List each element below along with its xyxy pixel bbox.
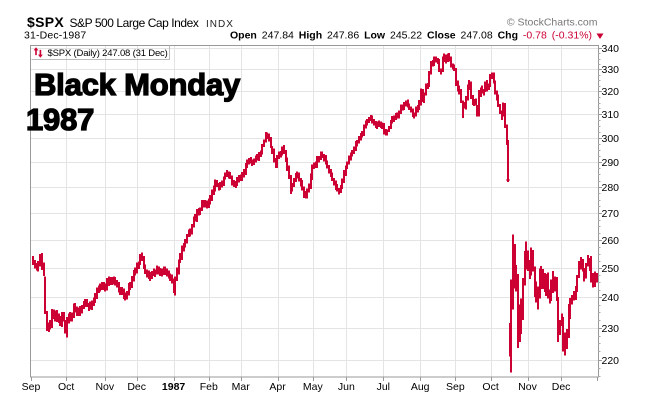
svg-text:$SPX: $SPX <box>27 14 64 30</box>
svg-text:S&P 500 Large Cap Index: S&P 500 Large Cap Index <box>70 16 199 30</box>
svg-text:Nov: Nov <box>95 381 114 393</box>
svg-text:Oct: Oct <box>58 381 74 393</box>
svg-text:1987: 1987 <box>162 381 186 393</box>
svg-text:Sep: Sep <box>446 381 465 393</box>
svg-text:220: 220 <box>602 355 620 367</box>
svg-text:230: 230 <box>602 323 620 335</box>
svg-text:260: 260 <box>602 235 620 247</box>
svg-text:Sep: Sep <box>22 381 41 393</box>
svg-text:280: 280 <box>602 182 620 194</box>
svg-text:Open 247.84 High 247.86 Low 24: Open 247.84 High 247.86 Low 245.22 Close… <box>230 30 592 42</box>
svg-text:Feb: Feb <box>200 381 218 393</box>
svg-text:250: 250 <box>602 263 620 275</box>
svg-text:Apr: Apr <box>269 381 286 393</box>
svg-text:31-Dec-1987: 31-Dec-1987 <box>24 30 86 42</box>
svg-text:Dec: Dec <box>127 381 146 393</box>
svg-text:300: 300 <box>602 133 620 145</box>
svg-text:270: 270 <box>602 208 620 220</box>
svg-text:Oct: Oct <box>482 381 498 393</box>
svg-text:Aug: Aug <box>411 381 430 393</box>
svg-text:INDX: INDX <box>206 19 234 30</box>
svg-text:Nov: Nov <box>518 381 537 393</box>
svg-text:310: 310 <box>602 109 620 121</box>
svg-text:May: May <box>303 381 324 393</box>
svg-text:330: 330 <box>602 64 620 76</box>
svg-text:© StockCharts.com: © StockCharts.com <box>507 17 598 29</box>
svg-text:Dec: Dec <box>552 381 571 393</box>
svg-text:240: 240 <box>602 292 620 304</box>
svg-text:$SPX (Daily) 247.08 (31 Dec): $SPX (Daily) 247.08 (31 Dec) <box>48 48 168 59</box>
svg-text:290: 290 <box>602 157 620 169</box>
svg-text:340: 340 <box>602 43 620 55</box>
svg-text:Jul: Jul <box>377 381 390 393</box>
svg-text:320: 320 <box>602 86 620 98</box>
svg-text:Black Monday: Black Monday <box>34 67 241 102</box>
svg-text:Mar: Mar <box>232 381 251 393</box>
svg-text:Jun: Jun <box>338 381 355 393</box>
svg-text:1987: 1987 <box>26 102 94 137</box>
